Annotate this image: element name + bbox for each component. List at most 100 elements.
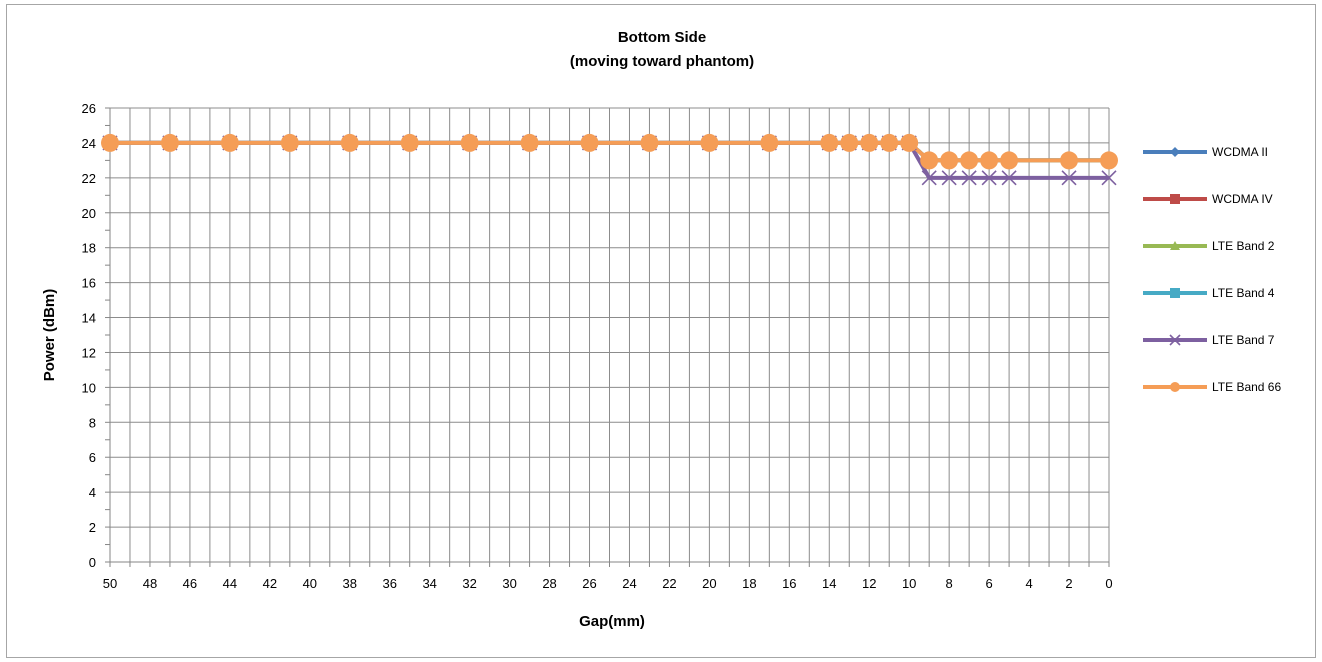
x-tick-label: 14	[822, 576, 836, 591]
data-point-lte-band-66	[980, 151, 999, 170]
data-point-lte-band-66	[280, 133, 299, 152]
y-tick-label: 6	[89, 450, 96, 465]
legend-marker-wcdma-iv	[1170, 194, 1180, 204]
y-tick-label: 12	[82, 345, 96, 360]
data-point-lte-band-66	[860, 133, 879, 152]
x-tick-label: 44	[223, 576, 237, 591]
legend-label-lte-band-2: LTE Band 2	[1212, 239, 1275, 253]
data-point-lte-band-66	[160, 133, 179, 152]
y-tick-label: 0	[89, 555, 96, 570]
x-tick-label: 48	[143, 576, 157, 591]
y-tick-label: 24	[82, 136, 96, 151]
x-tick-label: 22	[662, 576, 676, 591]
x-tick-label: 20	[702, 576, 716, 591]
x-tick-label: 28	[542, 576, 556, 591]
marker-stroke	[1101, 170, 1117, 186]
x-tick-label: 8	[946, 576, 953, 591]
y-tick-label: 4	[89, 485, 96, 500]
data-point-lte-band-66	[340, 133, 359, 152]
x-tick-label: 30	[502, 576, 516, 591]
x-tick-label: 46	[183, 576, 197, 591]
data-point-lte-band-7	[1101, 170, 1117, 186]
data-point-lte-band-66	[900, 133, 919, 152]
data-point-lte-band-7	[1001, 170, 1017, 186]
x-axis-title: Gap(mm)	[579, 613, 645, 630]
y-tick-label: 10	[82, 380, 96, 395]
x-tick-label: 12	[862, 576, 876, 591]
data-point-lte-band-7	[981, 170, 997, 186]
x-tick-label: 38	[343, 576, 357, 591]
y-tick-label: 8	[89, 415, 96, 430]
data-point-lte-band-66	[820, 133, 839, 152]
data-point-lte-band-7	[921, 170, 937, 186]
y-tick-label: 18	[82, 241, 96, 256]
x-tick-label: 4	[1025, 576, 1032, 591]
x-tick-label: 6	[986, 576, 993, 591]
data-point-lte-band-66	[760, 133, 779, 152]
legend: WCDMA II WCDMA IV LTE Band 2 LTE Band 4 LTE …	[1143, 145, 1281, 394]
chart-title: Bottom Side	[618, 29, 706, 46]
y-tick-label: 22	[82, 171, 96, 186]
x-tick-label: 10	[902, 576, 916, 591]
legend-marker-lte-band-7	[1169, 334, 1181, 346]
x-tick-label: 0	[1105, 576, 1112, 591]
x-tick-label: 26	[582, 576, 596, 591]
series-markers	[101, 133, 1118, 186]
marker-stroke	[981, 170, 997, 186]
data-point-lte-band-66	[220, 133, 239, 152]
marker-stroke	[941, 170, 957, 186]
legend-label-lte-band-4: LTE Band 4	[1212, 286, 1275, 300]
x-tick-label: 42	[263, 576, 277, 591]
axes	[105, 107, 1110, 567]
data-point-lte-band-7	[1061, 170, 1077, 186]
y-tick-label: 2	[89, 520, 96, 535]
x-tick-label: 36	[382, 576, 396, 591]
data-point-lte-band-66	[960, 151, 979, 170]
data-point-lte-band-66	[580, 133, 599, 152]
data-point-lte-band-66	[460, 133, 479, 152]
data-point-lte-band-66	[840, 133, 859, 152]
y-tick-label: 14	[82, 311, 96, 326]
data-point-lte-band-66	[880, 133, 899, 152]
marker-stroke	[921, 170, 937, 186]
data-point-lte-band-66	[700, 133, 719, 152]
data-point-lte-band-66	[400, 133, 419, 152]
x-tick-label: 40	[303, 576, 317, 591]
data-point-lte-band-66	[920, 151, 939, 170]
data-point-lte-band-66	[520, 133, 539, 152]
data-point-lte-band-66	[1100, 151, 1118, 170]
legend-label-lte-band-7: LTE Band 7	[1212, 333, 1275, 347]
marker-stroke	[961, 170, 977, 186]
y-tick-label: 26	[82, 101, 96, 116]
data-point-lte-band-66	[1000, 151, 1019, 170]
x-tick-label: 18	[742, 576, 756, 591]
data-point-lte-band-7	[941, 170, 957, 186]
x-tick-label: 16	[782, 576, 796, 591]
legend-marker-lte-band-4	[1170, 288, 1180, 298]
legend-marker-lte-band-66	[1170, 382, 1180, 392]
chart-subtitle: (moving toward phantom)	[570, 53, 754, 70]
marker-stroke	[1001, 170, 1017, 186]
x-tick-label: 32	[462, 576, 476, 591]
data-point-lte-band-66	[640, 133, 659, 152]
legend-marker-lte-band-2	[1170, 241, 1180, 250]
x-tick-label: 24	[622, 576, 636, 591]
x-tick-label: 2	[1065, 576, 1072, 591]
y-tick-label: 16	[82, 276, 96, 291]
legend-marker-wcdma-ii	[1170, 147, 1180, 157]
grid	[109, 107, 1110, 563]
marker-stroke	[1169, 334, 1181, 346]
x-tick-label: 34	[422, 576, 436, 591]
y-axis-title: Power (dBm)	[41, 289, 58, 382]
data-point-lte-band-7	[961, 170, 977, 186]
x-tick-label: 50	[103, 576, 117, 591]
legend-label-wcdma-ii: WCDMA II	[1212, 145, 1268, 159]
legend-label-lte-band-66: LTE Band 66	[1212, 380, 1281, 394]
marker-stroke	[1061, 170, 1077, 186]
chart-frame	[6, 4, 1316, 658]
legend-label-wcdma-iv: WCDMA IV	[1212, 192, 1273, 206]
y-tick-label: 20	[82, 206, 96, 221]
data-point-lte-band-66	[940, 151, 959, 170]
